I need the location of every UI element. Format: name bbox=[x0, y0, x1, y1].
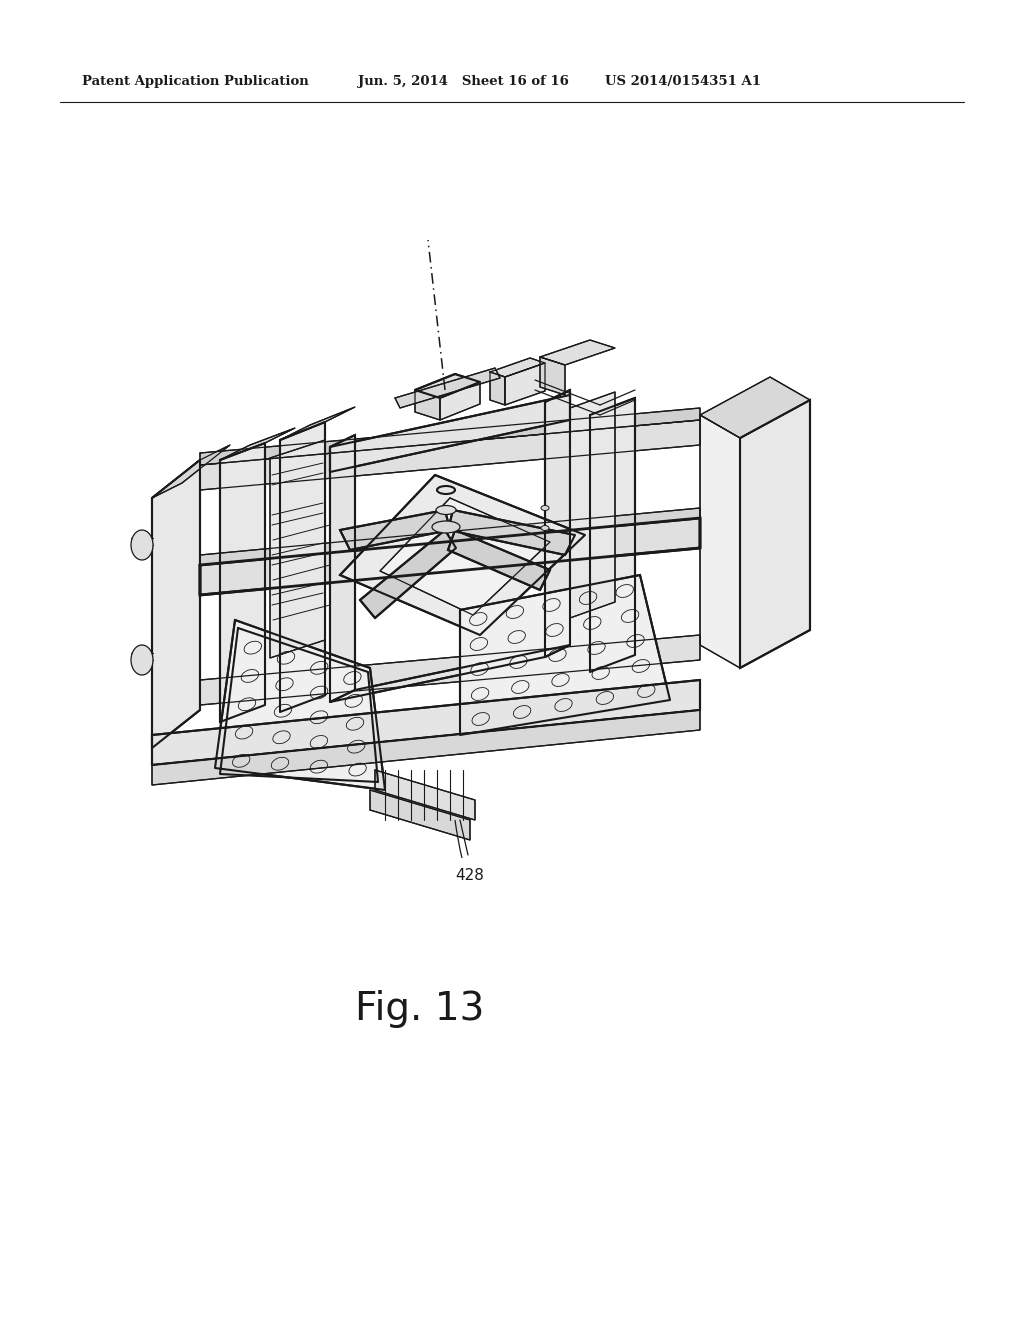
Polygon shape bbox=[700, 378, 810, 438]
Polygon shape bbox=[460, 576, 670, 735]
Ellipse shape bbox=[541, 525, 549, 531]
Polygon shape bbox=[449, 531, 550, 590]
Polygon shape bbox=[280, 422, 325, 711]
Polygon shape bbox=[490, 372, 505, 405]
Polygon shape bbox=[440, 381, 480, 420]
Polygon shape bbox=[270, 440, 325, 657]
Polygon shape bbox=[330, 645, 570, 702]
Ellipse shape bbox=[432, 521, 460, 533]
Polygon shape bbox=[370, 789, 470, 840]
Polygon shape bbox=[375, 770, 475, 820]
Polygon shape bbox=[590, 399, 635, 672]
Polygon shape bbox=[360, 531, 456, 618]
Polygon shape bbox=[280, 407, 355, 440]
Text: Jun. 5, 2014   Sheet 16 of 16: Jun. 5, 2014 Sheet 16 of 16 bbox=[358, 75, 569, 88]
Polygon shape bbox=[449, 510, 575, 554]
Polygon shape bbox=[200, 420, 700, 490]
Text: 428: 428 bbox=[456, 869, 484, 883]
Polygon shape bbox=[340, 475, 585, 635]
Polygon shape bbox=[152, 710, 700, 785]
Polygon shape bbox=[220, 444, 265, 722]
Polygon shape bbox=[215, 620, 385, 789]
Polygon shape bbox=[330, 395, 570, 473]
Polygon shape bbox=[570, 392, 615, 618]
Polygon shape bbox=[415, 389, 440, 420]
Polygon shape bbox=[200, 517, 700, 595]
Polygon shape bbox=[330, 436, 355, 702]
Ellipse shape bbox=[436, 506, 456, 515]
Text: Patent Application Publication: Patent Application Publication bbox=[82, 75, 309, 88]
Ellipse shape bbox=[541, 506, 549, 511]
Ellipse shape bbox=[131, 531, 153, 560]
Polygon shape bbox=[200, 508, 700, 565]
Polygon shape bbox=[415, 374, 480, 399]
Polygon shape bbox=[200, 408, 700, 465]
Polygon shape bbox=[540, 341, 615, 366]
Ellipse shape bbox=[437, 486, 455, 494]
Polygon shape bbox=[152, 680, 700, 766]
Polygon shape bbox=[700, 414, 740, 668]
Polygon shape bbox=[740, 400, 810, 668]
Polygon shape bbox=[200, 635, 700, 705]
Polygon shape bbox=[540, 356, 565, 395]
Polygon shape bbox=[395, 368, 500, 408]
Polygon shape bbox=[505, 363, 545, 405]
Polygon shape bbox=[152, 459, 200, 748]
Text: Fig. 13: Fig. 13 bbox=[355, 990, 484, 1028]
Polygon shape bbox=[220, 428, 295, 459]
Polygon shape bbox=[340, 510, 450, 550]
Text: US 2014/0154351 A1: US 2014/0154351 A1 bbox=[605, 75, 761, 88]
Polygon shape bbox=[545, 389, 570, 657]
Polygon shape bbox=[152, 445, 230, 498]
Polygon shape bbox=[490, 358, 545, 378]
Polygon shape bbox=[380, 498, 550, 615]
Ellipse shape bbox=[131, 645, 153, 675]
